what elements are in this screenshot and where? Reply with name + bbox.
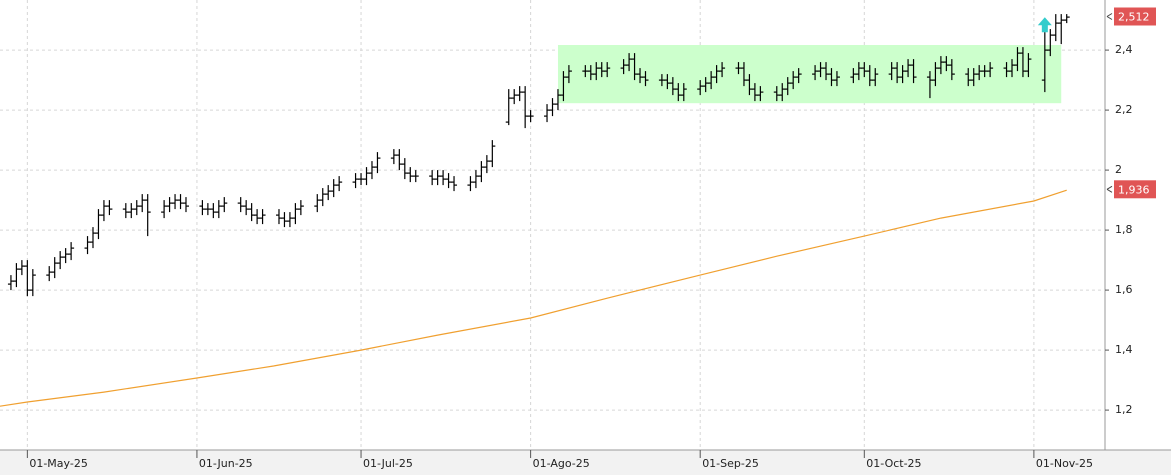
price-label-box — [1114, 7, 1156, 26]
ohlc-bar — [106, 200, 113, 216]
y-tick-label: 1,2 — [1115, 403, 1133, 416]
price-pointer — [1106, 13, 1113, 20]
moving-average-line — [0, 189, 1067, 407]
ohlc-bar — [412, 170, 419, 183]
ohlc-bar — [987, 62, 994, 78]
ohlc-bar — [182, 197, 189, 213]
ohlc-bar — [757, 86, 764, 102]
ohlc-bar — [719, 62, 726, 78]
ohlc-bar — [1025, 53, 1032, 78]
ohlc-bar — [795, 68, 802, 84]
x-axis-band — [0, 450, 1171, 475]
y-tick-label: 1,4 — [1115, 343, 1133, 356]
price-label: 2,512 — [1118, 11, 1150, 24]
ohlc-bar — [489, 140, 496, 168]
ohlc-bar — [910, 59, 917, 84]
price-label: 1,936 — [1118, 183, 1150, 196]
y-tick-label: 2,4 — [1115, 43, 1133, 56]
y-tick-label: 2,2 — [1115, 103, 1133, 116]
ohlc-bar — [29, 269, 36, 297]
ohlc-bar — [833, 71, 840, 87]
ohlc-bar — [221, 197, 228, 213]
ohlc-bar — [336, 176, 343, 192]
ohlc-bar — [259, 209, 266, 225]
y-tick-label: 1,6 — [1115, 283, 1133, 296]
ohlc-bar — [144, 194, 151, 237]
ohlc-bar — [451, 176, 458, 192]
price-pointer — [1106, 185, 1113, 193]
ohlc-bar — [948, 59, 955, 81]
x-tick-label: 01-Jun-25 — [199, 457, 253, 470]
ohlc-bar — [565, 65, 572, 84]
x-tick-label: 01-Nov-25 — [1036, 457, 1093, 470]
ohlc-bar — [374, 152, 381, 174]
y-tick-label: 1,8 — [1115, 223, 1133, 236]
price-label-box — [1114, 180, 1156, 199]
ohlc-bar — [527, 110, 534, 123]
ohlc-bar — [604, 62, 611, 78]
signal-arrow — [1037, 17, 1052, 33]
x-tick-label: 01-Oct-25 — [866, 457, 921, 470]
x-tick-label: 01-May-25 — [29, 457, 87, 470]
ohlc-bar — [872, 68, 879, 87]
y-tick-label: 2 — [1115, 163, 1122, 176]
ohlc-bar — [1063, 14, 1070, 24]
x-tick-label: 01-Sep-25 — [702, 457, 759, 470]
ohlc-bar — [642, 71, 649, 87]
highlight-zone — [557, 45, 1062, 104]
ohlc-bar — [297, 200, 304, 216]
ohlc-bar — [68, 242, 75, 261]
x-tick-label: 01-Jul-25 — [363, 457, 413, 470]
ohlc-bar — [680, 83, 687, 102]
x-tick-label: 01-Ago-25 — [533, 457, 590, 470]
